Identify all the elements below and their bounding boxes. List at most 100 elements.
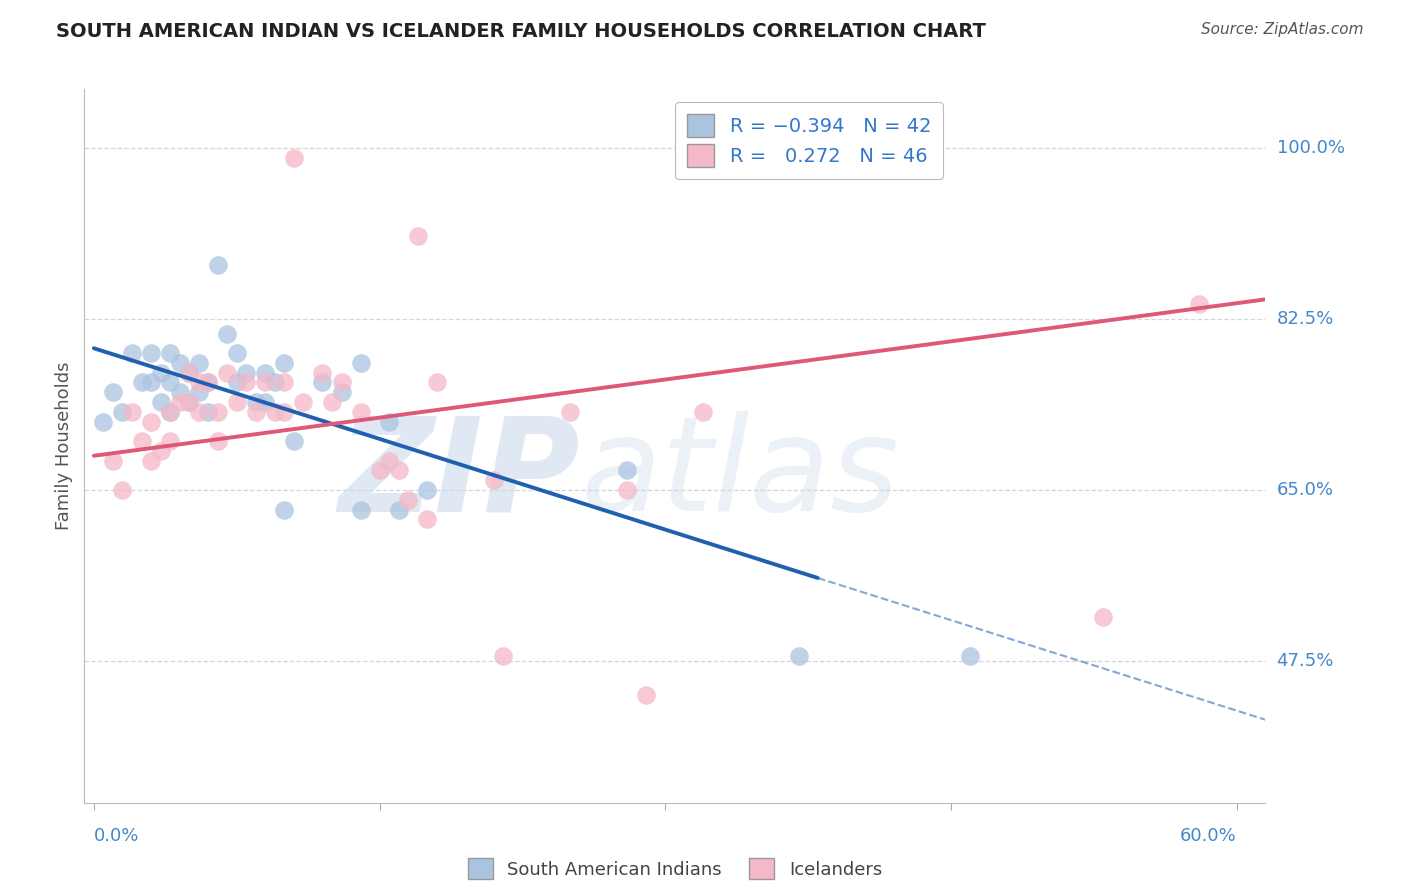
Point: [378, 415, 401, 429]
Point: [330, 376, 353, 390]
Point: [179, 366, 201, 380]
Point: [207, 405, 229, 419]
Point: [616, 483, 638, 497]
Point: [149, 366, 172, 380]
Point: [321, 395, 343, 409]
Point: [235, 366, 257, 380]
Point: [187, 356, 209, 370]
Point: [217, 326, 239, 341]
Point: [101, 385, 124, 400]
Point: [159, 434, 181, 449]
Point: [235, 376, 257, 390]
Point: [416, 483, 439, 497]
Point: [225, 376, 247, 390]
Point: [349, 405, 371, 419]
Point: [217, 366, 239, 380]
Point: [416, 512, 439, 526]
Point: [263, 405, 285, 419]
Point: [197, 405, 219, 419]
Point: [349, 502, 371, 516]
Point: [187, 405, 209, 419]
Point: [149, 443, 172, 458]
Point: [1092, 610, 1115, 624]
Point: [273, 376, 295, 390]
Point: [273, 405, 295, 419]
Point: [787, 649, 810, 664]
Point: [388, 502, 411, 516]
Point: [93, 415, 115, 429]
Point: [149, 395, 172, 409]
Point: [179, 395, 201, 409]
Point: [197, 376, 219, 390]
Text: atlas: atlas: [581, 411, 900, 538]
Point: [616, 463, 638, 477]
Point: [558, 405, 581, 419]
Point: [139, 346, 162, 360]
Point: [283, 151, 305, 165]
Point: [179, 366, 201, 380]
Point: [311, 376, 333, 390]
Point: [311, 366, 333, 380]
Text: 47.5%: 47.5%: [1277, 652, 1334, 670]
Point: [368, 463, 391, 477]
Point: [207, 434, 229, 449]
Point: [131, 434, 153, 449]
Point: [101, 453, 124, 467]
Point: [111, 483, 134, 497]
Point: [121, 405, 143, 419]
Text: 82.5%: 82.5%: [1277, 310, 1334, 328]
Point: [283, 434, 305, 449]
Point: [187, 376, 209, 390]
Text: 65.0%: 65.0%: [1277, 481, 1333, 499]
Point: [254, 366, 277, 380]
Point: [426, 376, 449, 390]
Point: [1188, 297, 1211, 311]
Point: [111, 405, 134, 419]
Point: [121, 346, 143, 360]
Point: [378, 453, 401, 467]
Text: SOUTH AMERICAN INDIAN VS ICELANDER FAMILY HOUSEHOLDS CORRELATION CHART: SOUTH AMERICAN INDIAN VS ICELANDER FAMIL…: [56, 22, 986, 41]
Y-axis label: Family Households: Family Households: [55, 362, 73, 530]
Point: [254, 376, 277, 390]
Text: ZIP: ZIP: [339, 411, 581, 538]
Point: [492, 649, 515, 664]
Point: [187, 385, 209, 400]
Point: [225, 395, 247, 409]
Point: [482, 473, 505, 487]
Point: [197, 376, 219, 390]
Point: [159, 346, 181, 360]
Point: [396, 492, 419, 507]
Point: [245, 395, 267, 409]
Point: [330, 385, 353, 400]
Point: [959, 649, 981, 664]
Point: [139, 376, 162, 390]
Point: [273, 502, 295, 516]
Point: [169, 356, 191, 370]
Point: [169, 385, 191, 400]
Text: Source: ZipAtlas.com: Source: ZipAtlas.com: [1201, 22, 1364, 37]
Point: [636, 688, 658, 702]
Point: [139, 453, 162, 467]
Point: [388, 463, 411, 477]
Point: [254, 395, 277, 409]
Point: [159, 405, 181, 419]
Point: [245, 405, 267, 419]
Point: [159, 405, 181, 419]
Point: [263, 376, 285, 390]
Text: 100.0%: 100.0%: [1277, 139, 1344, 157]
Point: [692, 405, 714, 419]
Point: [207, 258, 229, 272]
Point: [131, 376, 153, 390]
Point: [225, 346, 247, 360]
Point: [139, 415, 162, 429]
Point: [406, 228, 429, 243]
Point: [179, 395, 201, 409]
Point: [292, 395, 315, 409]
Text: 60.0%: 60.0%: [1180, 827, 1237, 846]
Point: [169, 395, 191, 409]
Point: [159, 376, 181, 390]
Point: [273, 356, 295, 370]
Text: 0.0%: 0.0%: [94, 827, 139, 846]
Point: [349, 356, 371, 370]
Legend: South American Indians, Icelanders: South American Indians, Icelanders: [460, 851, 890, 887]
